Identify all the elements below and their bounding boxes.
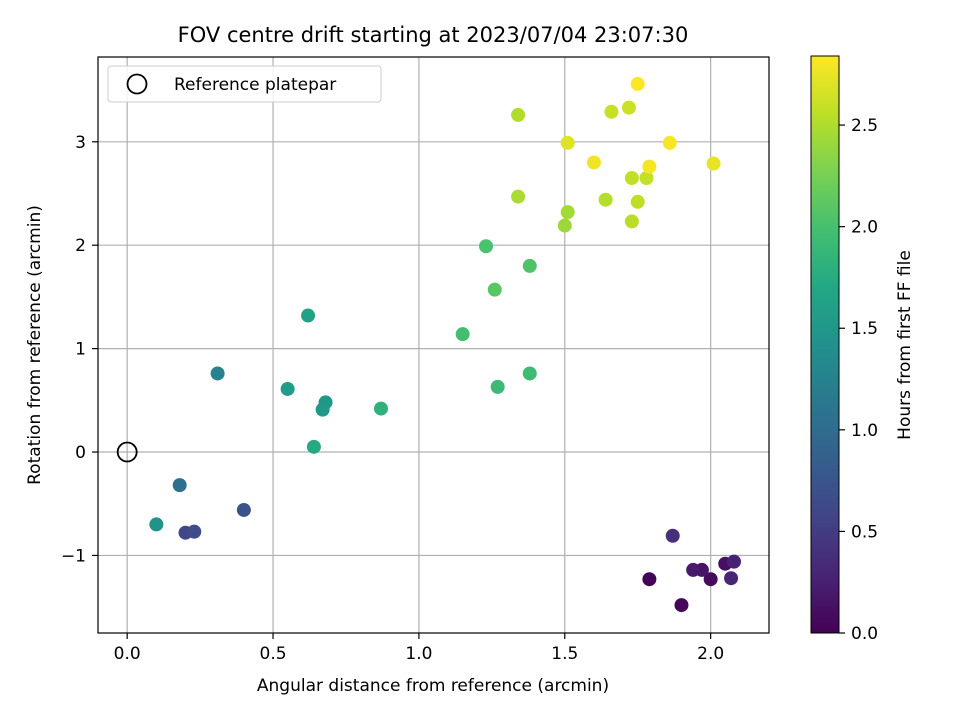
data-point <box>511 189 526 204</box>
data-point <box>624 170 639 185</box>
data-point <box>598 192 613 207</box>
colorbar-tick-label: 0.5 <box>851 522 878 542</box>
data-point <box>642 159 657 174</box>
data-point <box>642 572 657 587</box>
data-point <box>621 100 636 115</box>
data-points <box>149 76 741 613</box>
colorbar-label: Hours from first FF file <box>895 250 915 440</box>
x-tick-label: 1.0 <box>405 644 432 664</box>
x-axis-ticks: 0.0 0.5 1.0 1.5 2.0 <box>114 633 724 664</box>
data-point <box>187 524 202 539</box>
data-point <box>522 258 537 273</box>
data-point <box>511 107 526 122</box>
data-point <box>280 381 295 396</box>
data-point <box>586 155 601 170</box>
y-axis-label: Rotation from reference (arcmin) <box>25 205 45 485</box>
x-axis-label: Angular distance from reference (arcmin) <box>257 676 609 696</box>
x-tick-label: 1.5 <box>551 644 578 664</box>
data-point <box>662 135 677 150</box>
data-point <box>724 571 739 586</box>
data-point <box>172 478 187 493</box>
legend: Reference platepar <box>107 65 382 103</box>
x-tick-label: 0.5 <box>260 644 287 664</box>
data-point <box>639 170 654 185</box>
y-tick-label: 3 <box>75 133 86 153</box>
data-point <box>210 366 225 381</box>
data-point <box>703 572 718 587</box>
colorbar <box>810 55 840 634</box>
data-point <box>301 308 316 323</box>
chart-title: FOV centre drift starting at 2023/07/04 … <box>178 23 689 47</box>
data-point <box>665 528 680 543</box>
colorbar-tick-label: 0.0 <box>851 624 878 644</box>
data-point <box>560 205 575 220</box>
data-point <box>522 366 537 381</box>
grid-lines <box>98 57 769 633</box>
data-point <box>706 156 721 171</box>
y-tick-label: 1 <box>75 340 86 360</box>
y-tick-label: 0 <box>75 443 86 463</box>
data-point <box>557 218 572 233</box>
legend-box <box>107 65 382 103</box>
data-point <box>686 562 701 577</box>
colorbar-tick-label: 1.0 <box>851 421 878 441</box>
legend-entry-reference-platepar: Reference platepar <box>174 75 336 95</box>
data-point <box>630 76 645 91</box>
data-point <box>604 104 619 119</box>
legend-marker-icon <box>126 73 148 95</box>
data-point <box>236 502 251 517</box>
colorbar-tick-label: 1.5 <box>851 319 878 339</box>
x-tick-label: 0.0 <box>114 644 141 664</box>
data-point <box>149 517 164 532</box>
data-point <box>726 554 741 569</box>
data-point <box>490 379 505 394</box>
data-point <box>624 214 639 229</box>
plot-frame <box>97 56 770 634</box>
data-point <box>674 598 689 613</box>
data-point <box>487 282 502 297</box>
data-point <box>455 327 470 342</box>
data-point <box>315 402 330 417</box>
colorbar-tick-label: 2.0 <box>851 218 878 238</box>
colorbar-ticks: 0.0 0.5 1.0 1.5 2.0 2.5 <box>839 116 878 644</box>
reference-platepar-marker <box>116 441 138 463</box>
data-point <box>373 401 388 416</box>
y-tick-label: 2 <box>75 236 86 256</box>
data-point <box>479 239 494 254</box>
colorbar-tick-label: 2.5 <box>851 116 878 136</box>
data-point <box>306 439 321 454</box>
x-tick-label: 2.0 <box>697 644 724 664</box>
data-point <box>630 194 645 209</box>
y-axis-ticks: −1 0 1 2 3 <box>61 133 98 566</box>
y-tick-label: −1 <box>61 546 86 566</box>
data-point <box>560 135 575 150</box>
